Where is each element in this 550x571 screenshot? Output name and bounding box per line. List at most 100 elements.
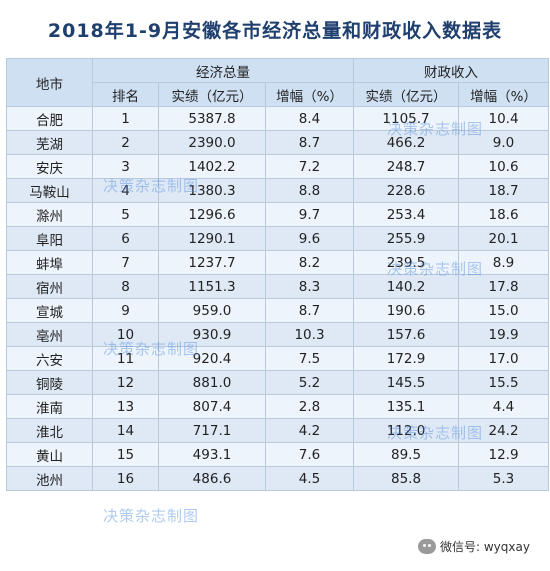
cell-fiscal-g: 18.6 bbox=[458, 202, 550, 227]
cell-econ-g: 4.5 bbox=[264, 466, 355, 491]
header-fiscal: 财政收入 bbox=[353, 58, 550, 83]
cell-fiscal: 140.2 bbox=[353, 274, 460, 299]
cell-econ: 486.6 bbox=[158, 466, 266, 491]
cell-fiscal-g: 15.5 bbox=[458, 370, 550, 395]
cell-econ-g: 9.7 bbox=[264, 202, 355, 227]
cell-econ: 959.0 bbox=[158, 298, 266, 323]
cell-econ: 2390.0 bbox=[158, 130, 266, 155]
cell-city: 马鞍山 bbox=[6, 178, 93, 203]
table-row: 亳州 10 930.9 10.3 157.6 19.9 bbox=[6, 322, 550, 347]
table-title: 2018年1-9月安徽各市经济总量和财政收入数据表 bbox=[0, 0, 550, 58]
cell-fiscal: 145.5 bbox=[353, 370, 460, 395]
cell-rank: 4 bbox=[92, 178, 159, 203]
cell-fiscal: 228.6 bbox=[353, 178, 460, 203]
cell-econ: 717.1 bbox=[158, 418, 266, 443]
cell-fiscal-g: 19.9 bbox=[458, 322, 550, 347]
cell-econ-g: 8.8 bbox=[264, 178, 355, 203]
table-row: 淮南 13 807.4 2.8 135.1 4.4 bbox=[6, 394, 550, 419]
cell-econ: 493.1 bbox=[158, 442, 266, 467]
cell-city: 亳州 bbox=[6, 322, 93, 347]
cell-fiscal-g: 9.0 bbox=[458, 130, 550, 155]
cell-rank: 16 bbox=[92, 466, 159, 491]
table-row: 滁州 5 1296.6 9.7 253.4 18.6 bbox=[6, 202, 550, 227]
cell-city: 芜湖 bbox=[6, 130, 93, 155]
cell-rank: 8 bbox=[92, 274, 159, 299]
cell-econ: 1380.3 bbox=[158, 178, 266, 203]
cell-econ-g: 8.4 bbox=[264, 106, 355, 131]
cell-rank: 11 bbox=[92, 346, 159, 371]
cell-city: 六安 bbox=[6, 346, 93, 371]
cell-fiscal-g: 4.4 bbox=[458, 394, 550, 419]
cell-rank: 1 bbox=[92, 106, 159, 131]
cell-econ-g: 8.3 bbox=[264, 274, 355, 299]
cell-fiscal: 112.0 bbox=[353, 418, 460, 443]
table-row: 淮北 14 717.1 4.2 112.0 24.2 bbox=[6, 418, 550, 443]
cell-econ: 1151.3 bbox=[158, 274, 266, 299]
cell-fiscal-g: 24.2 bbox=[458, 418, 550, 443]
cell-rank: 14 bbox=[92, 418, 159, 443]
data-table: 地市 经济总量 财政收入 排名 实绩（亿元） 增幅（%） 实绩（亿元） 增幅（%… bbox=[6, 58, 550, 491]
table-row: 六安 11 920.4 7.5 172.9 17.0 bbox=[6, 346, 550, 371]
cell-fiscal-g: 20.1 bbox=[458, 226, 550, 251]
cell-fiscal-g: 17.0 bbox=[458, 346, 550, 371]
header-fiscal-growth: 增幅（%） bbox=[458, 82, 550, 107]
cell-econ: 1290.1 bbox=[158, 226, 266, 251]
cell-city: 淮北 bbox=[6, 418, 93, 443]
table-row: 安庆 3 1402.2 7.2 248.7 10.6 bbox=[6, 154, 550, 179]
cell-city: 池州 bbox=[6, 466, 93, 491]
cell-econ-g: 4.2 bbox=[264, 418, 355, 443]
cell-econ: 5387.8 bbox=[158, 106, 266, 131]
cell-fiscal: 1105.7 bbox=[353, 106, 460, 131]
cell-econ: 1296.6 bbox=[158, 202, 266, 227]
cell-fiscal: 135.1 bbox=[353, 394, 460, 419]
cell-rank: 13 bbox=[92, 394, 159, 419]
table-row: 铜陵 12 881.0 5.2 145.5 15.5 bbox=[6, 370, 550, 395]
table-row: 宿州 8 1151.3 8.3 140.2 17.8 bbox=[6, 274, 550, 299]
cell-city: 宿州 bbox=[6, 274, 93, 299]
table-row: 池州 16 486.6 4.5 85.8 5.3 bbox=[6, 466, 550, 491]
cell-rank: 15 bbox=[92, 442, 159, 467]
cell-econ-g: 7.5 bbox=[264, 346, 355, 371]
cell-city: 宣城 bbox=[6, 298, 93, 323]
cell-rank: 6 bbox=[92, 226, 159, 251]
cell-fiscal: 172.9 bbox=[353, 346, 460, 371]
cell-econ: 930.9 bbox=[158, 322, 266, 347]
cell-city: 蚌埠 bbox=[6, 250, 93, 275]
cell-fiscal: 89.5 bbox=[353, 442, 460, 467]
wechat-icon bbox=[418, 538, 436, 554]
watermark: 决策杂志制图 bbox=[103, 507, 200, 525]
cell-city: 淮南 bbox=[6, 394, 93, 419]
table-row: 合肥 1 5387.8 8.4 1105.7 10.4 bbox=[6, 106, 550, 131]
cell-econ-g: 8.7 bbox=[264, 130, 355, 155]
header-rank: 排名 bbox=[92, 82, 159, 107]
cell-city: 铜陵 bbox=[6, 370, 93, 395]
cell-econ-g: 9.6 bbox=[264, 226, 355, 251]
cell-fiscal: 253.4 bbox=[353, 202, 460, 227]
cell-econ-g: 8.2 bbox=[264, 250, 355, 275]
cell-econ-g: 5.2 bbox=[264, 370, 355, 395]
cell-rank: 3 bbox=[92, 154, 159, 179]
header-econ-actual: 实绩（亿元） bbox=[158, 82, 266, 107]
cell-city: 黄山 bbox=[6, 442, 93, 467]
table-row: 蚌埠 7 1237.7 8.2 239.5 8.9 bbox=[6, 250, 550, 275]
cell-econ: 920.4 bbox=[158, 346, 266, 371]
cell-fiscal-g: 12.9 bbox=[458, 442, 550, 467]
cell-econ: 1402.2 bbox=[158, 154, 266, 179]
cell-rank: 9 bbox=[92, 298, 159, 323]
cell-rank: 12 bbox=[92, 370, 159, 395]
header-city: 地市 bbox=[6, 58, 93, 107]
cell-fiscal-g: 15.0 bbox=[458, 298, 550, 323]
cell-fiscal-g: 5.3 bbox=[458, 466, 550, 491]
wechat-id: 微信号: wyqxay bbox=[418, 535, 530, 557]
header-econ-growth: 增幅（%） bbox=[264, 82, 355, 107]
cell-city: 滁州 bbox=[6, 202, 93, 227]
cell-fiscal: 248.7 bbox=[353, 154, 460, 179]
cell-fiscal-g: 8.9 bbox=[458, 250, 550, 275]
cell-fiscal-g: 17.8 bbox=[458, 274, 550, 299]
cell-fiscal: 255.9 bbox=[353, 226, 460, 251]
cell-fiscal: 85.8 bbox=[353, 466, 460, 491]
cell-rank: 5 bbox=[92, 202, 159, 227]
cell-econ-g: 2.8 bbox=[264, 394, 355, 419]
cell-econ: 1237.7 bbox=[158, 250, 266, 275]
cell-city: 合肥 bbox=[6, 106, 93, 131]
